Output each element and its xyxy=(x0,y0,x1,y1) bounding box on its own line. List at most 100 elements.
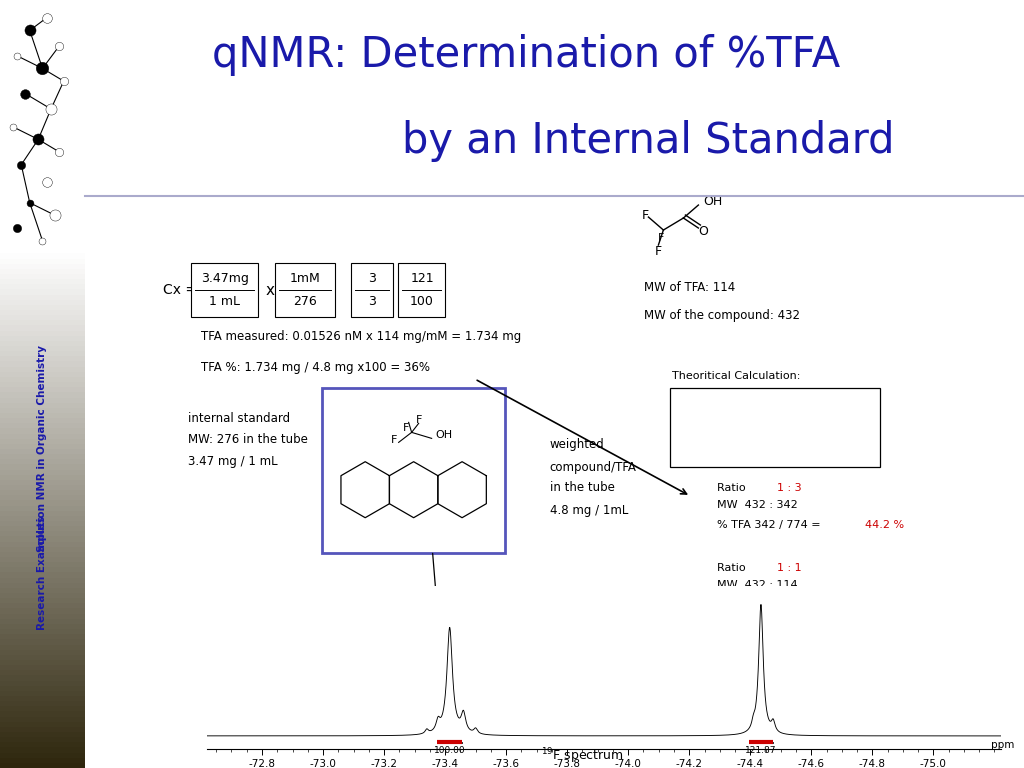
Bar xyxy=(0,366,85,372)
Text: MW  432 : 342: MW 432 : 342 xyxy=(717,500,798,510)
Bar xyxy=(0,501,85,505)
Text: Research Examples: Research Examples xyxy=(38,515,47,630)
Bar xyxy=(0,331,85,336)
Bar xyxy=(0,516,85,521)
Bar xyxy=(0,593,85,598)
Bar xyxy=(0,469,85,475)
Bar xyxy=(0,454,85,459)
Bar xyxy=(0,326,85,331)
Bar xyxy=(0,619,85,624)
Bar xyxy=(0,372,85,377)
Bar xyxy=(0,562,85,568)
Text: MW  432 : 114: MW 432 : 114 xyxy=(717,580,798,590)
Bar xyxy=(0,382,85,387)
Text: MW  432 : 228: MW 432 : 228 xyxy=(677,413,758,423)
Bar xyxy=(0,351,85,356)
Text: F: F xyxy=(642,209,649,221)
Text: Ratio: Ratio xyxy=(677,395,713,405)
FancyBboxPatch shape xyxy=(323,389,505,553)
Bar xyxy=(0,315,85,320)
Bar xyxy=(0,675,85,680)
Text: 1 : 2: 1 : 2 xyxy=(732,395,757,405)
Text: Ratio: Ratio xyxy=(717,482,753,492)
FancyBboxPatch shape xyxy=(670,389,881,467)
Bar xyxy=(0,655,85,660)
Text: TFA measured: 0.01526 nM x 114 mg/mM = 1.734 mg: TFA measured: 0.01526 nM x 114 mg/mM = 1… xyxy=(201,329,521,343)
Bar xyxy=(0,356,85,362)
Text: 4.8 mg / 1mL: 4.8 mg / 1mL xyxy=(550,504,628,517)
Bar xyxy=(0,758,85,763)
Text: compound/TFA: compound/TFA xyxy=(550,461,637,474)
Bar xyxy=(0,490,85,495)
Text: TFA %: 1.734 mg / 4.8 mg x100 = 36%: TFA %: 1.734 mg / 4.8 mg x100 = 36% xyxy=(201,361,430,374)
Text: OH: OH xyxy=(703,194,723,207)
Bar xyxy=(0,634,85,639)
Bar xyxy=(0,568,85,572)
Text: F: F xyxy=(402,423,409,433)
Bar xyxy=(0,269,85,274)
Bar xyxy=(0,665,85,670)
Bar xyxy=(0,732,85,737)
Bar xyxy=(0,696,85,701)
Bar xyxy=(0,557,85,562)
Text: % TFA 342 / 774 =: % TFA 342 / 774 = xyxy=(717,520,824,530)
Text: weighted: weighted xyxy=(550,439,604,452)
Bar xyxy=(0,290,85,295)
Bar xyxy=(0,727,85,732)
Bar xyxy=(0,722,85,727)
Text: 121.87: 121.87 xyxy=(745,746,777,755)
Text: 20.9%: 20.9% xyxy=(865,600,900,610)
Bar xyxy=(0,274,85,280)
Bar xyxy=(0,541,85,547)
Bar xyxy=(0,387,85,392)
Bar xyxy=(0,392,85,398)
Bar xyxy=(0,346,85,351)
Bar xyxy=(0,485,85,490)
Text: 3: 3 xyxy=(368,273,376,285)
Bar xyxy=(0,511,85,516)
Text: % TFA 114 / 546 =: % TFA 114 / 546 = xyxy=(717,600,823,610)
Text: 1 mL: 1 mL xyxy=(210,295,241,308)
Bar xyxy=(0,341,85,346)
Bar xyxy=(0,402,85,408)
Text: MW of the compound: 432: MW of the compound: 432 xyxy=(644,310,800,323)
Bar xyxy=(0,505,85,511)
Bar xyxy=(0,583,85,588)
Bar xyxy=(0,711,85,717)
Text: ppm: ppm xyxy=(991,740,1015,750)
Bar xyxy=(0,650,85,655)
Text: x: x xyxy=(265,283,274,298)
Text: in the tube: in the tube xyxy=(550,481,614,494)
Text: F: F xyxy=(416,415,422,425)
Bar xyxy=(0,707,85,711)
FancyBboxPatch shape xyxy=(351,263,393,317)
Bar xyxy=(0,747,85,753)
Text: 44.2 %: 44.2 % xyxy=(865,520,904,530)
Bar xyxy=(0,536,85,541)
Bar xyxy=(0,660,85,665)
Bar xyxy=(0,624,85,629)
Bar xyxy=(0,413,85,418)
Bar xyxy=(0,439,85,444)
Text: 276: 276 xyxy=(293,295,316,308)
Bar xyxy=(0,526,85,531)
Bar xyxy=(0,300,85,305)
Text: OH: OH xyxy=(435,430,453,440)
Text: Cx =: Cx = xyxy=(163,283,201,297)
Bar xyxy=(0,295,85,300)
Text: F: F xyxy=(390,435,397,445)
FancyBboxPatch shape xyxy=(191,263,258,317)
Text: Theoritical Calculation:: Theoritical Calculation: xyxy=(672,371,800,381)
Bar xyxy=(0,670,85,675)
Bar xyxy=(0,310,85,315)
Bar xyxy=(0,639,85,644)
Bar xyxy=(0,588,85,593)
Bar xyxy=(0,280,85,284)
Bar xyxy=(0,465,85,469)
Text: 3.47mg: 3.47mg xyxy=(201,273,249,285)
Bar xyxy=(0,572,85,578)
Bar xyxy=(0,284,85,290)
Text: F: F xyxy=(654,244,662,257)
Bar xyxy=(0,259,85,263)
Bar xyxy=(0,398,85,402)
